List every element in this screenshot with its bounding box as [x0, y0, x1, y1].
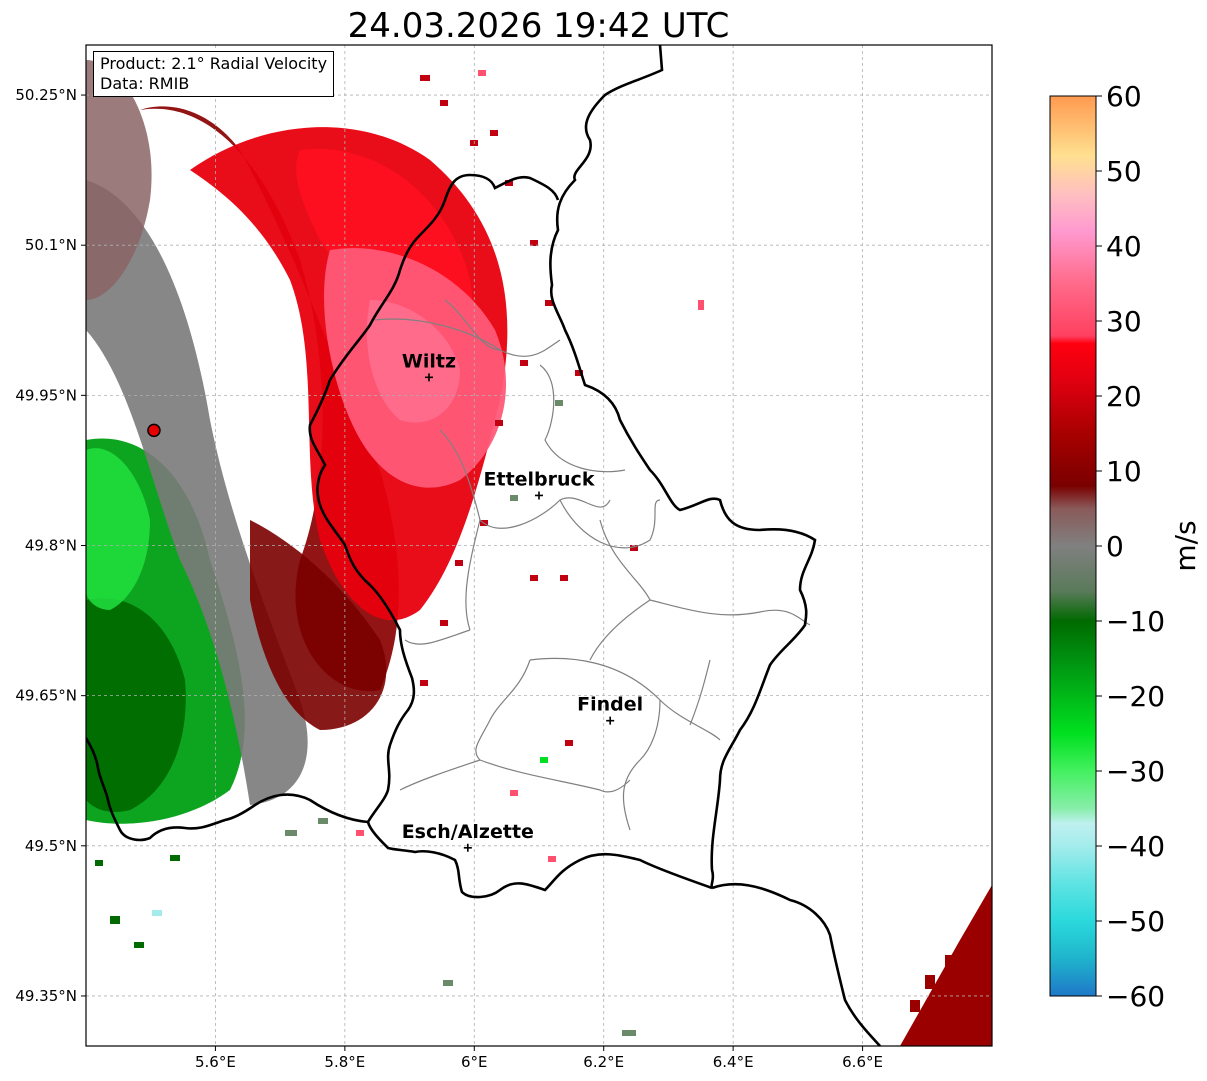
lat-tick-label: 49.5°N — [25, 837, 77, 855]
product-info-box: Product: 2.1° Radial Velocity Data: RMIB — [93, 51, 335, 97]
colorbar-tick-label: −10 — [1106, 605, 1165, 638]
map-title: 24.03.2026 19:42 UTC — [347, 6, 730, 46]
lon-tick-label: 5.8°E — [324, 1053, 365, 1071]
colorbar-tick-label: −50 — [1106, 905, 1165, 938]
colorbar-tick-label: 60 — [1106, 80, 1142, 113]
colorbar: 60 50 40 30 20 10 0 −10 −20 −30 −40 −50 −60 m/s — [1049, 80, 1202, 1013]
product-label: Product: 2.1° Radial Velocity — [100, 54, 328, 73]
national-borders — [86, 45, 881, 1046]
colorbar-unit-label: m/s — [1169, 520, 1202, 571]
lat-tick-label: 49.65°N — [15, 687, 77, 705]
colorbar-tick-label: 50 — [1106, 155, 1142, 188]
colorbar-ticks: 60 50 40 30 20 10 0 −10 −20 −30 −40 −50 −60 — [1096, 80, 1165, 1013]
colorbar-tick-label: −20 — [1106, 680, 1165, 713]
city-marker: Findel — [577, 694, 643, 725]
city-cross-icon — [424, 373, 433, 382]
city-markers: Wiltz Ettelbruck Findel Esch/Alzette — [402, 350, 643, 852]
colorbar-tick-label: 20 — [1106, 380, 1142, 413]
lon-tick-label: 5.6°E — [195, 1053, 236, 1071]
city-cross-icon — [535, 491, 543, 500]
colorbar-tick-label: −60 — [1106, 980, 1165, 1013]
city-label: Wiltz — [402, 350, 456, 372]
latitude-axis: 50.25°N 50.1°N 49.95°N 49.8°N 49.65°N 49.5°N 4… — [15, 86, 86, 1005]
lon-tick-label: 6.4°E — [713, 1053, 754, 1071]
city-cross-icon — [463, 843, 472, 852]
lon-tick-label: 6°E — [461, 1053, 488, 1071]
colorbar-tick-label: −40 — [1106, 830, 1165, 863]
colorbar-tick-label: 40 — [1106, 230, 1142, 263]
lon-tick-label: 6.6°E — [842, 1053, 883, 1071]
city-label: Findel — [577, 694, 643, 716]
lon-tick-label: 6.2°E — [583, 1053, 624, 1071]
lat-tick-label: 49.8°N — [25, 537, 77, 555]
lat-tick-label: 50.25°N — [15, 86, 77, 104]
canton-borders — [374, 299, 811, 831]
colorbar-tick-label: 30 — [1106, 305, 1142, 338]
colorbar-tick-label: −30 — [1106, 755, 1165, 788]
colorbar-gradient — [1049, 95, 1097, 997]
radar-velocity-echoes — [86, 60, 992, 1046]
colorbar-tick-label: 0 — [1106, 530, 1124, 563]
city-marker: Wiltz — [402, 350, 456, 382]
colorbar-tick-label: 10 — [1106, 455, 1142, 488]
city-marker: Esch/Alzette — [402, 821, 534, 852]
lat-tick-label: 49.95°N — [15, 386, 77, 404]
lat-tick-label: 50.1°N — [25, 236, 77, 254]
lat-tick-label: 49.35°N — [15, 987, 77, 1005]
city-cross-icon — [606, 716, 615, 725]
city-label: Ettelbruck — [484, 468, 595, 490]
longitude-axis: 5.6°E 5.8°E 6°E 6.2°E 6.4°E 6.6°E — [195, 1046, 883, 1071]
data-source-label: Data: RMIB — [100, 74, 190, 93]
city-marker: Ettelbruck — [484, 468, 595, 500]
city-label: Esch/Alzette — [402, 821, 534, 843]
map-borders — [86, 45, 881, 1046]
radar-site-marker — [147, 423, 161, 438]
